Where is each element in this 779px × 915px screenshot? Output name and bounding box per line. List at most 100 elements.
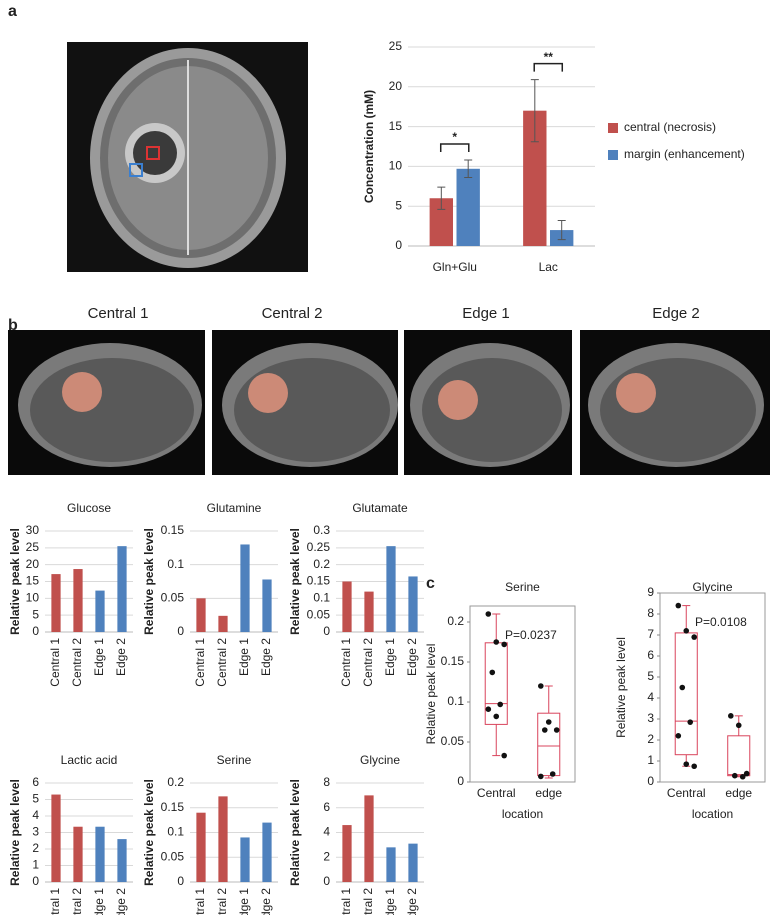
- legend-label: central (necrosis): [624, 120, 716, 134]
- y-tick-label: 0.1: [167, 557, 184, 571]
- y-tick-label: 7: [647, 627, 654, 641]
- plot-frame: [659, 592, 766, 783]
- y-tick-label: 2: [32, 841, 39, 855]
- y-tick-label: 10: [26, 591, 40, 605]
- data-point: [485, 706, 492, 712]
- y-tick-label: 6: [323, 800, 330, 814]
- error-bar: [530, 79, 539, 143]
- y-tick-label: 0: [323, 874, 330, 888]
- x-tick-label: Central 1: [193, 888, 207, 915]
- bar: [342, 825, 352, 882]
- x-tick-label: edge: [535, 786, 562, 800]
- data-point: [501, 641, 507, 648]
- y-tick-label: 20: [26, 557, 40, 571]
- y-tick-label: 10: [389, 159, 403, 173]
- x-tick-label: Central: [667, 786, 706, 800]
- y-axis-label: Relative peak level: [424, 644, 438, 745]
- data-point: [731, 772, 738, 779]
- y-tick-label: 0: [177, 624, 184, 638]
- x-tick-label: Edge 1: [383, 888, 397, 915]
- chart-title: Glutamine: [207, 501, 262, 515]
- y-tick-label: 20: [389, 79, 403, 93]
- x-tick-label: Central 1: [339, 888, 353, 915]
- data-point: [679, 684, 686, 691]
- y-axis-label: Relative peak level: [8, 779, 22, 886]
- x-tick-label: Edge 1: [237, 888, 251, 915]
- x-tick-label: Edge 1: [92, 638, 106, 676]
- y-tick-label: 0.1: [447, 694, 464, 708]
- x-tick-label: Edge 2: [259, 888, 273, 915]
- y-tick-label: 5: [32, 792, 39, 806]
- y-tick-label: 0.2: [167, 775, 184, 789]
- bar: [408, 843, 418, 882]
- bar: [386, 847, 396, 882]
- y-tick-label: 4: [32, 808, 39, 822]
- x-tick-label: Edge 1: [383, 638, 397, 676]
- error-bar: [557, 220, 566, 241]
- bar: [364, 591, 374, 632]
- y-tick-label: 5: [32, 607, 39, 621]
- y-axis-label: Concentration (mM): [362, 90, 376, 203]
- data-point: [493, 639, 500, 645]
- legend-swatch: [608, 123, 618, 133]
- data-point: [553, 727, 560, 733]
- bar: [95, 590, 105, 632]
- bar: [240, 544, 250, 632]
- y-tick-label: 15: [389, 119, 403, 133]
- significance-label: **: [544, 50, 554, 64]
- y-tick-label: 3: [32, 825, 39, 839]
- y-tick-label: 1: [32, 858, 39, 872]
- x-tick-label: Central 2: [361, 888, 375, 915]
- box: [537, 712, 561, 777]
- y-tick-label: 0.1: [167, 825, 184, 839]
- bar: [73, 569, 83, 632]
- y-axis-label: Relative peak level: [288, 528, 302, 635]
- bar: [456, 168, 480, 246]
- x-tick-label: edge: [725, 786, 752, 800]
- y-tick-label: 8: [647, 606, 654, 620]
- y-tick-label: 0.05: [161, 591, 185, 605]
- bar: [117, 839, 127, 882]
- y-tick-label: 0.2: [313, 557, 330, 571]
- y-tick-label: 4: [647, 690, 654, 704]
- y-tick-label: 5: [395, 198, 402, 212]
- data-point: [739, 773, 746, 780]
- y-tick-label: 0: [457, 774, 464, 788]
- y-axis-label: Relative peak level: [142, 528, 156, 635]
- x-tick-label: Edge 2: [114, 638, 128, 676]
- error-bar: [437, 186, 446, 210]
- x-axis-label: location: [502, 807, 543, 821]
- x-tick-label: Edge 2: [114, 888, 128, 915]
- bar: [386, 546, 396, 632]
- y-tick-label: 0: [647, 774, 654, 788]
- y-tick-label: 0: [177, 874, 184, 888]
- image-title: Edge 1: [462, 305, 510, 322]
- x-tick-label: Central 2: [70, 888, 84, 915]
- y-tick-label: 0.3: [313, 523, 330, 537]
- data-point: [538, 683, 544, 689]
- bar: [240, 837, 250, 882]
- legend-label: margin (enhancement): [624, 147, 745, 161]
- chart-title: Glycine: [692, 580, 732, 594]
- bar: [262, 822, 272, 882]
- data-point: [675, 602, 682, 609]
- bar: [117, 546, 127, 632]
- data-point: [743, 770, 750, 777]
- chart-title: Glucose: [67, 501, 111, 515]
- y-tick-label: 6: [32, 775, 39, 789]
- bar: [408, 576, 418, 632]
- y-tick-label: 5: [647, 669, 654, 683]
- y-tick-label: 0.05: [307, 607, 331, 621]
- bar: [196, 812, 206, 882]
- panel-label: a: [8, 3, 17, 20]
- data-point: [545, 719, 552, 725]
- bar: [196, 598, 206, 632]
- legend-swatch: [608, 150, 618, 160]
- data-point: [691, 634, 697, 640]
- bar: [218, 796, 228, 882]
- y-tick-label: 0.15: [441, 654, 465, 668]
- panel-label: c: [426, 575, 435, 592]
- bar: [51, 574, 61, 632]
- chart-title: Lactic acid: [61, 753, 118, 767]
- chart-title: Glutamate: [352, 501, 408, 515]
